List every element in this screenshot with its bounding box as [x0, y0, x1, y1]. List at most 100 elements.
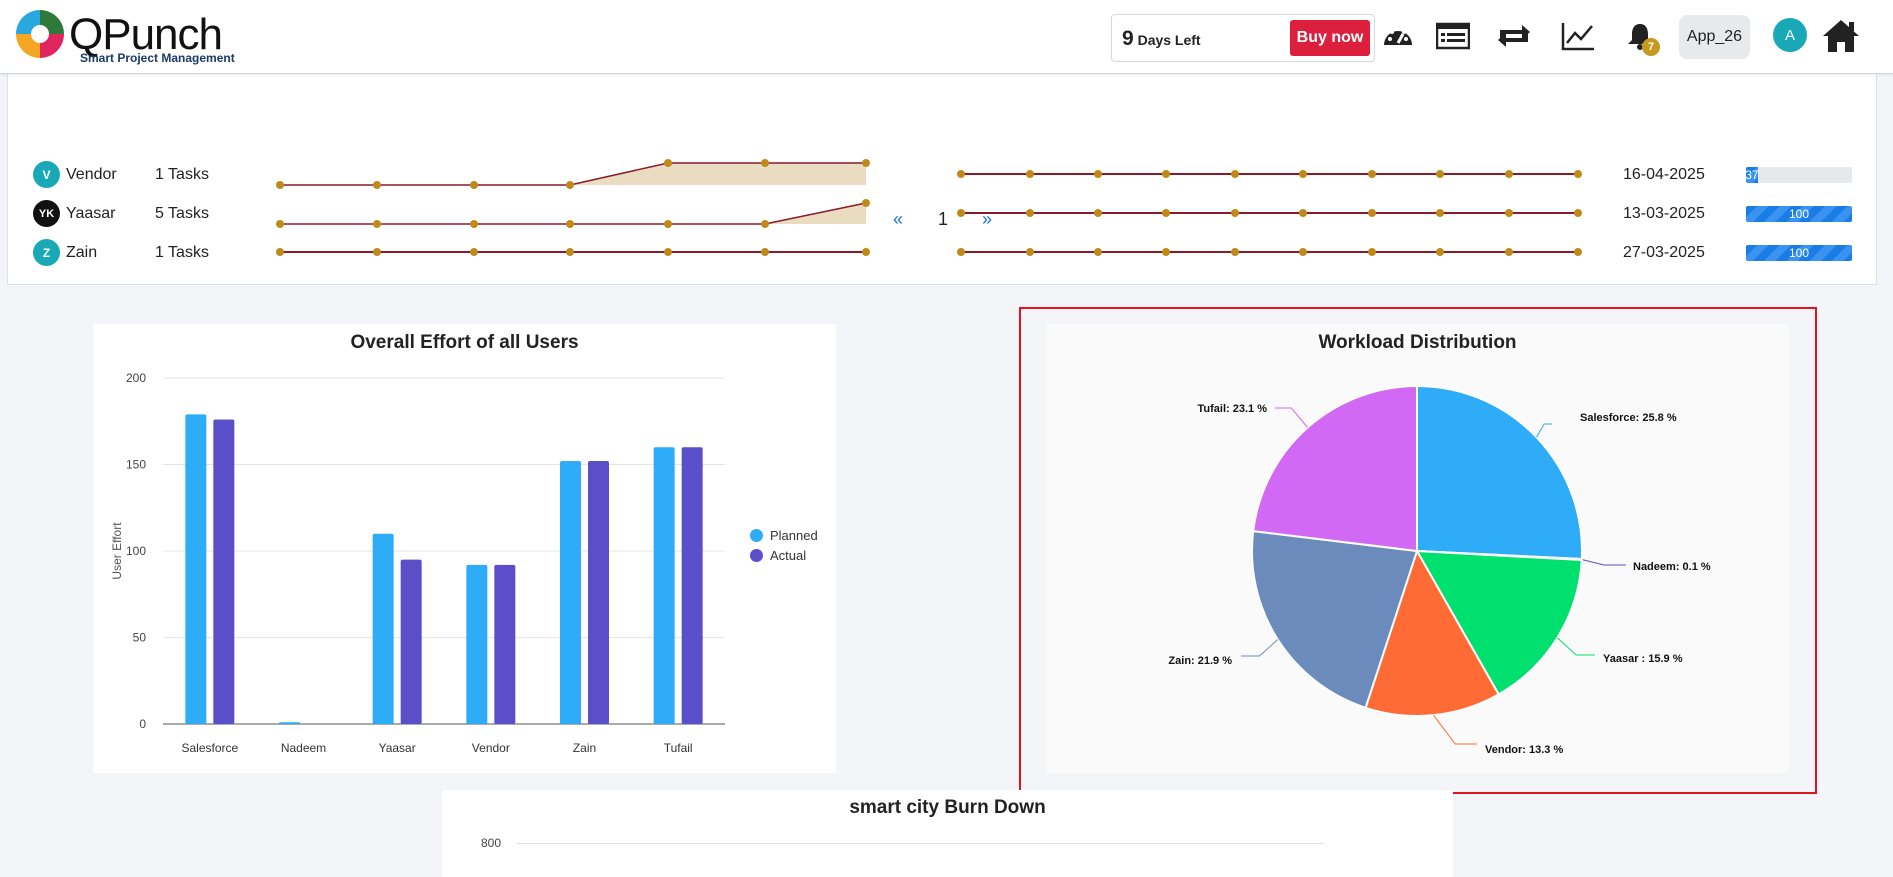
yaasar-effort-line: [280, 202, 867, 225]
user-due-date: 27-03-2025: [1623, 244, 1705, 261]
workload-pie-chart: Salesforce: 25.8 % Nadeem: 0.1 % Yaasar : …: [1168, 384, 1711, 756]
trial-days-text: Days Left: [1137, 32, 1201, 48]
burndown-chart-card: smart city Burn Down 800: [442, 790, 1453, 877]
app-switcher-button[interactable]: App_26: [1679, 15, 1750, 59]
actual-swatch: [750, 549, 763, 562]
home-icon[interactable]: [1821, 16, 1861, 56]
pie-slice: [1416, 384, 1583, 561]
workload-chart-title: Workload Distribution: [1318, 332, 1517, 353]
dashboard-gauge-icon[interactable]: [1378, 16, 1418, 56]
pagination-prev[interactable]: «: [893, 209, 904, 229]
list-view-icon[interactable]: [1433, 16, 1473, 56]
effort-chart-card: Overall Effort of all Users 0 50 100 150 200…: [93, 324, 836, 773]
user-due-date: 16-04-2025: [1623, 166, 1705, 183]
bar-planned-salesforce: [185, 414, 207, 724]
effort-chart-title: Overall Effort of all Users: [350, 332, 579, 353]
pie-slice: [1252, 384, 1418, 553]
task-sparklines: [276, 159, 1582, 256]
task-row: V Vendor 1 Tasks 16-04-2025 37: [8, 157, 1878, 193]
user-progress-fill: 100: [1746, 206, 1852, 222]
pie-leader-line: [1433, 714, 1477, 745]
pie-slice-label: Vendor: 13.3 %: [1485, 744, 1563, 756]
bar-planned-tufail: [653, 447, 675, 724]
y-tick-label: 150: [126, 458, 146, 472]
pie-leader-line: [1241, 639, 1279, 657]
bar-planned-zain: [560, 461, 581, 724]
task-row: YK Yaasar 5 Tasks 13-03-2025 100: [8, 196, 1878, 232]
bar-planned-yaasar: [372, 533, 394, 724]
qpunch-logo[interactable]: QPunch Smart Project Management: [14, 8, 254, 66]
trial-days-count: 9: [1122, 27, 1134, 50]
top-header: QPunch Smart Project Management 9 Days L…: [0, 0, 1893, 74]
vendor-effort-area: [280, 163, 866, 185]
y-tick-label: 50: [133, 631, 147, 645]
trial-days-left: 9 Days Left: [1122, 27, 1201, 51]
legend-actual[interactable]: Actual: [750, 548, 806, 563]
pie-leader-line: [1275, 407, 1308, 428]
user-progress-fill: 100: [1746, 245, 1852, 261]
user-progress-bar: 100: [1746, 245, 1852, 261]
logo-mark-icon: [16, 10, 64, 58]
user-task-count: 5 Tasks: [155, 205, 209, 222]
pie-slice: [1364, 548, 1501, 717]
pie-slice-label: Nadeem: 0.1 %: [1633, 561, 1711, 573]
x-tick-label: Yaasar: [379, 741, 416, 755]
bar-actual-yaasar: [400, 559, 422, 724]
pagination-current-page[interactable]: 1: [938, 209, 949, 229]
user-task-count: 1 Tasks: [155, 244, 209, 261]
brand-name: QPunch: [69, 10, 223, 59]
user-task-panel: V Vendor 1 Tasks 16-04-2025 37 YK Yaasar…: [7, 74, 1877, 285]
bar-actual-salesforce: [213, 419, 235, 724]
yaasar-progress-sparkline: [957, 209, 1582, 217]
user-name: Zain: [66, 244, 98, 261]
vendor-progress-sparkline: [957, 170, 1582, 178]
user-avatar-initials: YK: [33, 200, 60, 227]
user-name: Vendor: [66, 166, 117, 183]
bar-actual-zain: [588, 461, 609, 724]
user-progress-bar: 100: [1746, 206, 1852, 222]
bar-planned-nadeem: [279, 722, 300, 724]
pie-leader-line: [1556, 637, 1595, 656]
burndown-gridline: [517, 843, 1325, 844]
bar-actual-tufail: [681, 447, 703, 724]
legend-planned-label: Planned: [770, 528, 818, 543]
user-name: Yaasar: [66, 205, 116, 222]
pie-slice-label: Yaasar : 15.9 %: [1603, 653, 1683, 665]
pagination-next[interactable]: »: [982, 209, 993, 229]
x-tick-label: Nadeem: [281, 741, 326, 755]
user-due-date: 13-03-2025: [1623, 205, 1705, 222]
bar-planned-vendor: [466, 564, 488, 724]
pie-slice-label: Tufail: 23.1 %: [1198, 403, 1268, 415]
workload-chart-card: Workload Distribution Salesforce: 25.8 %…: [1046, 324, 1789, 773]
buy-now-button[interactable]: Buy now: [1290, 20, 1370, 56]
planned-swatch: [750, 529, 763, 542]
notification-count-badge: 7: [1642, 38, 1660, 56]
bar-actual-vendor: [494, 564, 516, 724]
vendor-effort-points: [276, 159, 870, 189]
y-tick-label: 0: [139, 717, 146, 731]
zain-progress-sparkline: [957, 248, 1582, 256]
yaasar-effort-area: [280, 203, 866, 224]
pie-leader-line: [1581, 559, 1626, 566]
y-axis-label: User Effort: [110, 522, 124, 580]
pie-leader-line: [1536, 423, 1552, 438]
user-progress-bar: 37: [1746, 167, 1852, 183]
yaasar-effort-points: [276, 199, 870, 228]
legend-planned[interactable]: Planned: [750, 528, 818, 543]
brand-tagline: Smart Project Management: [80, 51, 235, 65]
x-tick-label: Zain: [573, 741, 596, 755]
user-avatar-initials: V: [33, 161, 60, 188]
task-row: Z Zain 1 Tasks 27-03-2025 100: [8, 235, 1878, 271]
user-task-count: 1 Tasks: [155, 166, 209, 183]
user-avatar[interactable]: A: [1773, 18, 1807, 52]
y-tick-label: 200: [126, 371, 146, 385]
trial-box: 9 Days Left Buy now: [1111, 14, 1375, 62]
sync-arrows-icon[interactable]: [1494, 16, 1534, 56]
pie-slice-label: Salesforce: 25.8 %: [1580, 412, 1677, 424]
analytics-trend-icon[interactable]: [1558, 16, 1598, 56]
x-tick-label: Salesforce: [181, 741, 238, 755]
burndown-y-tick: 800: [481, 836, 502, 850]
y-tick-label: 100: [126, 544, 146, 558]
zain-effort-points: [276, 248, 870, 256]
x-tick-label: Tufail: [664, 741, 693, 755]
